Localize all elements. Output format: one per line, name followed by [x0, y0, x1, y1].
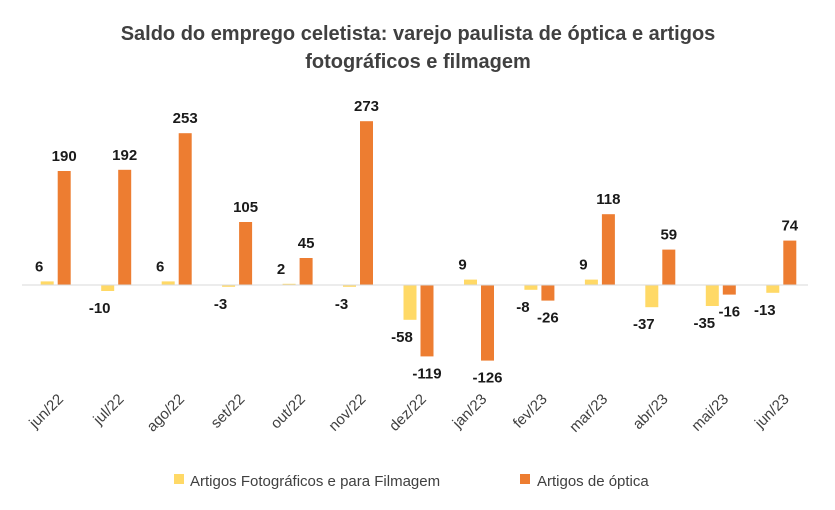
plot-area: 6 190 -10 192 6 253 -3 105 2 45 -3 273 -58 -119 9 -126 -…	[35, 98, 799, 386]
bar-fotograficos-fev-23	[524, 285, 538, 290]
data-label-optica-dez-22: -119	[412, 365, 441, 382]
data-label-optica-jul-22: 192	[112, 147, 137, 164]
data-label-fotograficos-jun-22: 6	[35, 258, 43, 275]
bar-optica-fev-23	[541, 285, 555, 301]
bar-optica-jul-22	[118, 169, 132, 285]
data-label-optica-jun-23: 74	[781, 218, 798, 235]
bar-optica-dez-22	[420, 285, 434, 357]
data-label-fotograficos-abr-23: -37	[633, 316, 655, 333]
data-label-optica-jan-23: -126	[472, 370, 502, 387]
bar-fotograficos-dez-22	[403, 285, 417, 320]
bar-optica-mai-23	[722, 285, 736, 295]
bar-optica-jun-22	[57, 171, 71, 285]
data-label-fotograficos-dez-22: -58	[391, 329, 413, 346]
data-label-optica-set-22: 105	[233, 199, 258, 216]
bar-optica-abr-23	[662, 249, 676, 285]
x-tick-label-ago-22: ago/22	[144, 391, 188, 435]
bar-fotograficos-out-22	[282, 283, 296, 285]
data-label-optica-ago-22: 253	[173, 110, 198, 127]
bar-optica-nov-22	[360, 121, 373, 285]
x-tick-label-dez-22: dez/22	[386, 391, 430, 435]
x-tick-label-set-22: set/22	[208, 391, 249, 432]
data-label-optica-abr-23: 59	[660, 227, 677, 244]
bar-optica-set-22	[239, 222, 253, 285]
bar-fotograficos-jun-22	[40, 281, 54, 285]
bar-fotograficos-jun-23	[766, 285, 780, 293]
data-label-fotograficos-mai-23: -35	[693, 315, 715, 332]
data-label-fotograficos-mar-23: 9	[579, 257, 587, 274]
bar-optica-out-22	[299, 258, 313, 285]
bar-fotograficos-nov-22	[343, 285, 356, 287]
bar-fotograficos-abr-23	[645, 285, 659, 308]
data-label-fotograficos-fev-23: -8	[516, 299, 529, 316]
bar-fotograficos-mai-23	[705, 285, 719, 306]
data-label-optica-jun-22: 190	[52, 148, 77, 165]
x-tick-label-mai-23: mai/23	[688, 391, 732, 435]
bar-fotograficos-mar-23	[584, 279, 598, 285]
x-tick-label-jun-23: jun/23	[751, 391, 793, 433]
x-tick-label-out-22: out/22	[267, 391, 309, 433]
x-axis-ticks: jun/22 jul/22 ago/22 set/22 out/22 nov/22 dez/…	[25, 391, 792, 436]
legend: Artigos Fotográficos e para Filmagem Art…	[174, 473, 649, 490]
data-label-fotograficos-nov-22: -3	[335, 296, 348, 313]
data-label-optica-fev-23: -26	[537, 310, 559, 327]
bar-fotograficos-jul-22	[101, 285, 115, 291]
data-label-fotograficos-set-22: -3	[214, 296, 227, 313]
bar-optica-jun-23	[783, 240, 797, 285]
data-label-fotograficos-ago-22: 6	[156, 258, 164, 275]
data-label-optica-mar-23: 118	[596, 191, 620, 208]
data-label-fotograficos-jan-23: 9	[458, 257, 466, 274]
data-label-optica-nov-22: 273	[354, 98, 379, 115]
legend-label-optica: Artigos de óptica	[537, 473, 649, 490]
bar-fotograficos-set-22	[222, 285, 236, 287]
x-tick-label-fev-23: fev/23	[510, 391, 551, 432]
x-tick-label-jul-22: jul/22	[89, 391, 127, 429]
x-tick-label-jan-23: jan/23	[449, 391, 491, 433]
chart-title-line-2: fotográficos e filmagem	[305, 51, 531, 73]
data-label-fotograficos-jul-22: -10	[89, 300, 111, 317]
data-label-optica-mai-23: -16	[718, 304, 740, 321]
x-tick-label-abr-23: abr/23	[630, 391, 672, 433]
x-tick-label-nov-22: nov/22	[325, 391, 369, 435]
x-tick-label-jun-22: jun/22	[25, 391, 67, 433]
chart-title-line-1: Saldo do emprego celetista: varejo pauli…	[121, 23, 716, 45]
bar-optica-ago-22	[178, 133, 192, 285]
legend-label-fotograficos: Artigos Fotográficos e para Filmagem	[190, 473, 440, 490]
x-tick-label-mar-23: mar/23	[566, 391, 611, 436]
legend-swatch-optica	[520, 474, 530, 484]
bar-fotograficos-ago-22	[161, 281, 175, 285]
data-label-fotograficos-jun-23: -13	[754, 302, 776, 319]
bar-fotograficos-jan-23	[464, 279, 477, 285]
bar-optica-mar-23	[601, 214, 615, 285]
data-label-optica-out-22: 45	[298, 235, 315, 252]
bar-optica-jan-23	[481, 285, 494, 361]
data-label-fotograficos-out-22: 2	[277, 261, 285, 278]
legend-swatch-fotograficos	[174, 474, 184, 484]
